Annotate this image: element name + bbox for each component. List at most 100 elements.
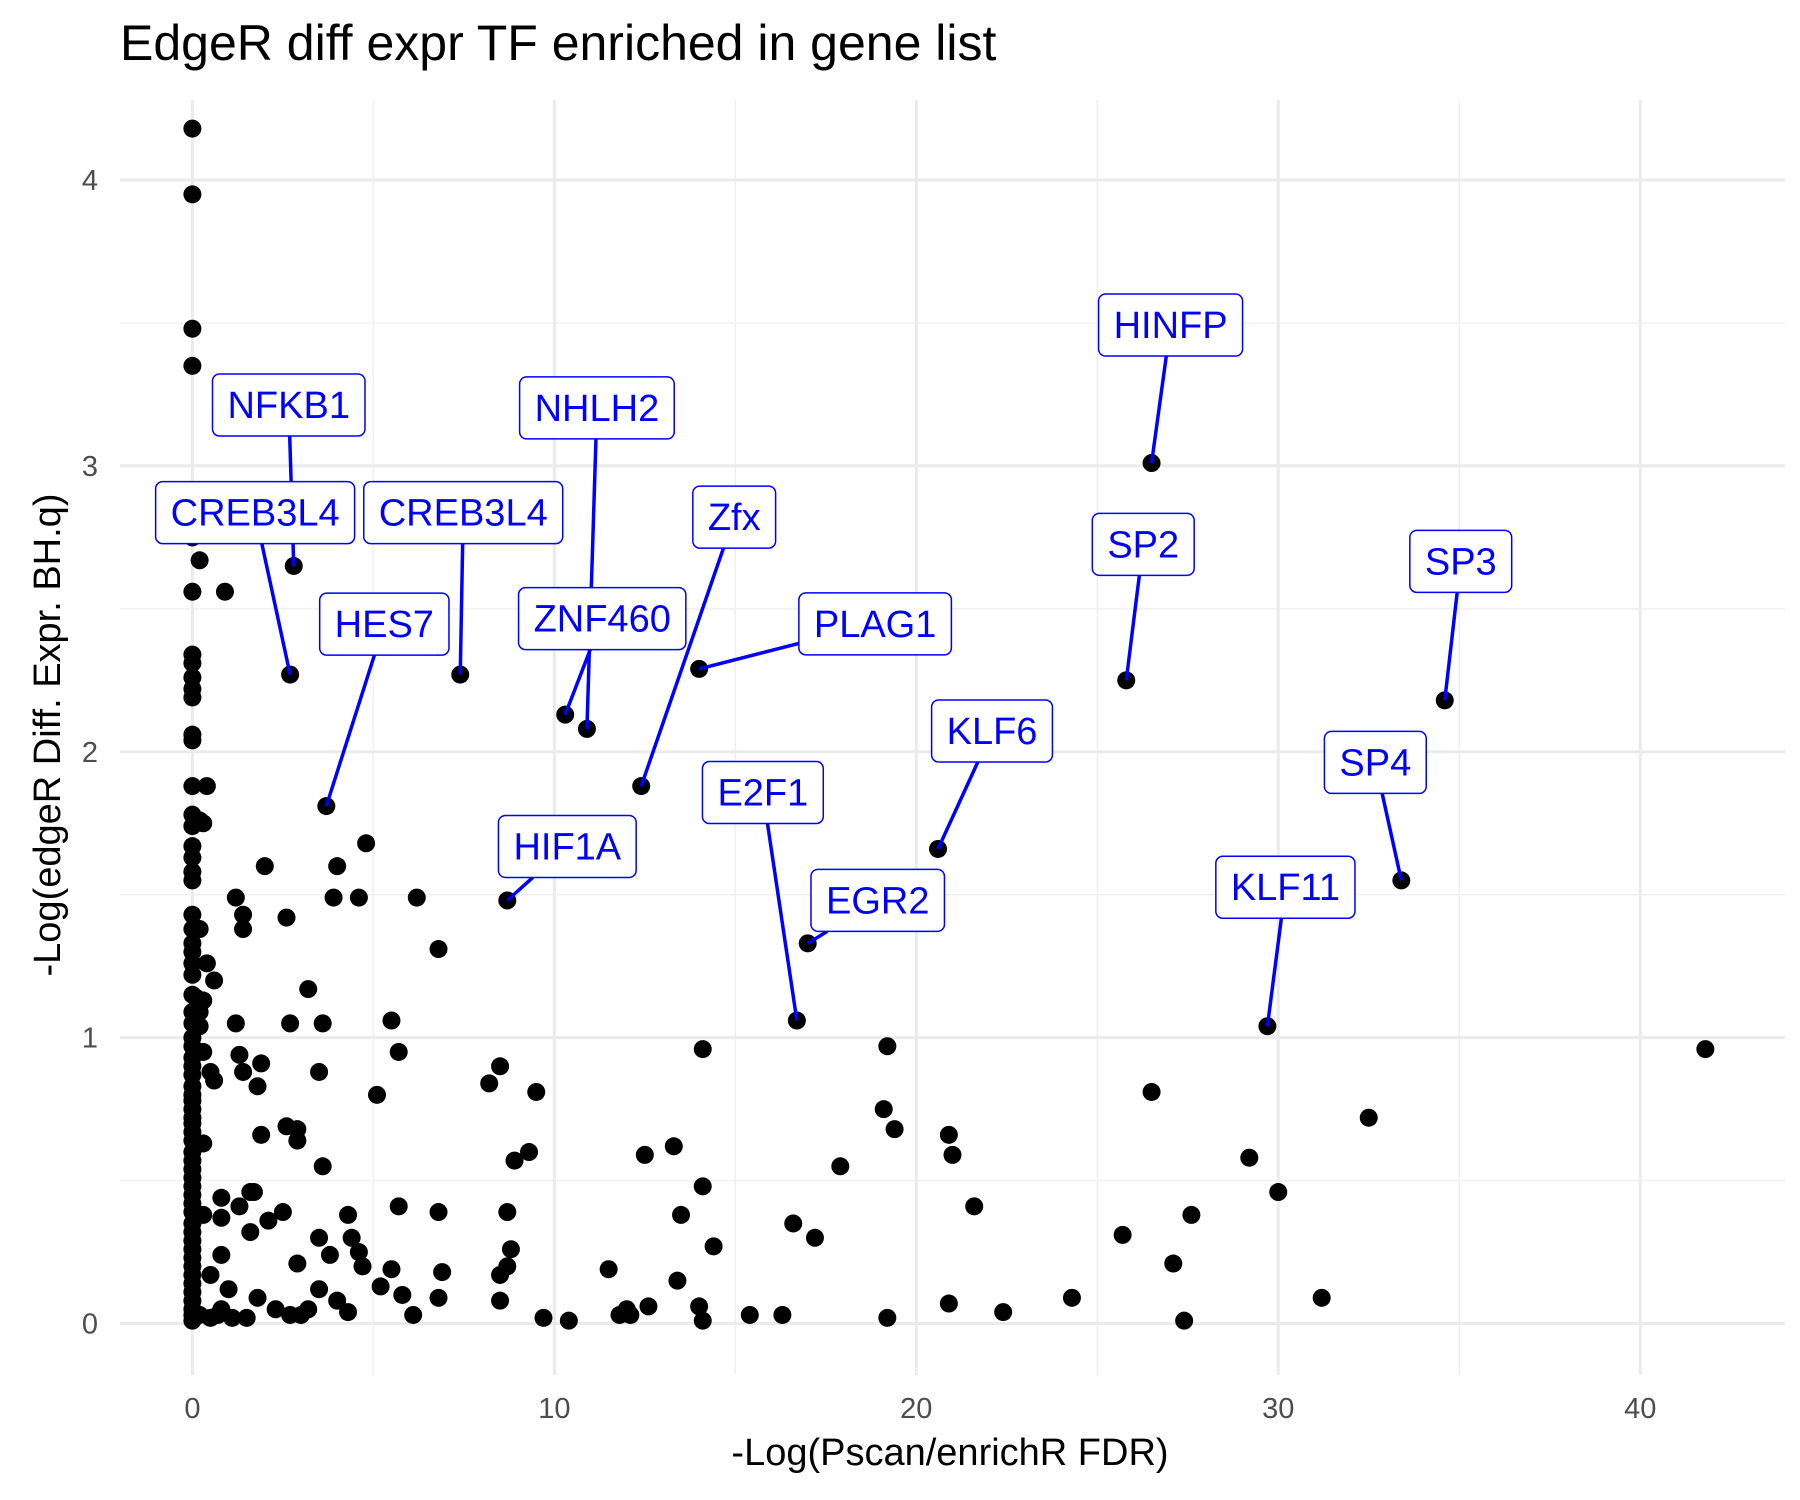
data-point xyxy=(1113,1225,1132,1244)
data-point xyxy=(371,1277,390,1296)
data-point xyxy=(183,119,202,138)
gene-label-text: HINFP xyxy=(1114,305,1228,347)
y-axis-title: -Log(edgeR Diff. Expr. BH.q) xyxy=(27,494,69,977)
data-point xyxy=(965,1197,984,1216)
data-point xyxy=(226,1014,245,1033)
data-point xyxy=(183,688,202,707)
data-point xyxy=(480,1074,499,1093)
gene-label-text: ZNF460 xyxy=(534,599,671,641)
data-point xyxy=(621,1305,640,1324)
gene-label-box xyxy=(1097,293,1244,357)
label-connector xyxy=(458,543,465,675)
data-point xyxy=(230,1197,249,1216)
data-point xyxy=(234,920,253,939)
label-connector xyxy=(1443,592,1459,701)
data-point xyxy=(367,1085,386,1104)
x-tick-label: 30 xyxy=(1262,1393,1294,1425)
gene-label-hif1a: HIF1A xyxy=(497,814,637,879)
data-point xyxy=(994,1303,1013,1322)
data-point xyxy=(704,1237,723,1256)
data-point xyxy=(183,356,202,375)
data-point xyxy=(183,965,202,984)
data-point xyxy=(273,1203,292,1222)
data-point xyxy=(190,551,209,570)
data-point xyxy=(1142,1082,1161,1101)
data-point xyxy=(878,1308,897,1327)
data-point xyxy=(226,888,245,907)
data-point xyxy=(237,1308,256,1327)
gene-label-text: KLF6 xyxy=(947,711,1038,753)
gene-label-text: PLAG1 xyxy=(814,604,937,646)
gene-label-box xyxy=(362,480,564,545)
label-connector xyxy=(765,823,799,1021)
gene-labels: HINFP NFKB1 NHLH2 CREB3L4 CREB3L4 Zfx SP2 SP3 HE… xyxy=(154,293,1513,933)
data-point xyxy=(389,1042,408,1061)
data-point xyxy=(393,1285,412,1304)
data-point xyxy=(534,1308,553,1327)
label-connector xyxy=(936,761,980,850)
label-connectors xyxy=(260,355,1459,1027)
gene-label-box xyxy=(1409,529,1513,594)
gene-label-box xyxy=(497,814,637,879)
gene-label-text: KLF11 xyxy=(1231,867,1340,909)
data-point xyxy=(266,1300,285,1319)
label-connector xyxy=(324,654,377,807)
data-point xyxy=(429,1203,448,1222)
data-point xyxy=(520,1143,539,1162)
data-point xyxy=(234,905,253,924)
data-point xyxy=(1175,1311,1194,1330)
gene-label-text: EGR2 xyxy=(826,880,929,922)
data-point xyxy=(310,1062,329,1081)
gene-label-zfx: Zfx xyxy=(692,485,777,549)
data-point xyxy=(491,1057,510,1076)
data-point xyxy=(885,1120,904,1139)
chart-title: EdgeR diff expr TF enriched in gene list xyxy=(120,15,997,71)
data-point xyxy=(429,1288,448,1307)
data-point xyxy=(1164,1254,1183,1273)
gene-label-box xyxy=(517,586,687,651)
data-point xyxy=(197,777,216,796)
data-point xyxy=(201,1265,220,1284)
gene-label-text: NHLH2 xyxy=(535,388,660,430)
data-point xyxy=(599,1260,618,1279)
gene-label-box xyxy=(930,699,1054,763)
data-point xyxy=(1062,1288,1081,1307)
gene-label-box xyxy=(1215,855,1356,919)
y-tick-label: 4 xyxy=(82,165,98,197)
gene-label-box xyxy=(798,592,953,656)
data-point xyxy=(664,1137,683,1156)
data-point xyxy=(339,1303,358,1322)
data-point xyxy=(805,1228,824,1247)
data-point xyxy=(1359,1108,1378,1127)
label-connector xyxy=(506,876,535,902)
x-tick-label: 20 xyxy=(900,1393,932,1425)
label-connector xyxy=(563,649,592,716)
gene-label-box xyxy=(1091,512,1195,577)
data-point xyxy=(183,582,202,601)
data-point xyxy=(183,905,202,924)
data-point xyxy=(212,1245,231,1264)
gene-label-sp2: SP2 xyxy=(1091,512,1195,577)
gene-label-box xyxy=(518,376,675,440)
y-tick-label: 1 xyxy=(82,1023,98,1055)
data-point xyxy=(342,1228,361,1247)
data-point xyxy=(874,1100,893,1119)
label-connector xyxy=(806,929,829,945)
gene-label-box xyxy=(692,485,777,549)
gene-label-text: SP2 xyxy=(1107,524,1179,566)
data-point xyxy=(1312,1288,1331,1307)
data-point xyxy=(324,888,343,907)
x-tick-label: 40 xyxy=(1624,1393,1656,1425)
data-point xyxy=(382,1011,401,1030)
data-point xyxy=(215,582,234,601)
data-point xyxy=(252,1054,271,1073)
gene-label-text: CREB3L4 xyxy=(171,493,340,535)
gene-label-box xyxy=(810,868,946,933)
gene-label-text: Zfx xyxy=(708,497,761,539)
gene-label-box xyxy=(318,592,450,656)
gene-label-znf460: ZNF460 xyxy=(517,586,687,651)
data-point xyxy=(501,1240,520,1259)
data-point xyxy=(328,857,347,876)
data-point xyxy=(183,654,202,673)
data-point xyxy=(498,1203,517,1222)
